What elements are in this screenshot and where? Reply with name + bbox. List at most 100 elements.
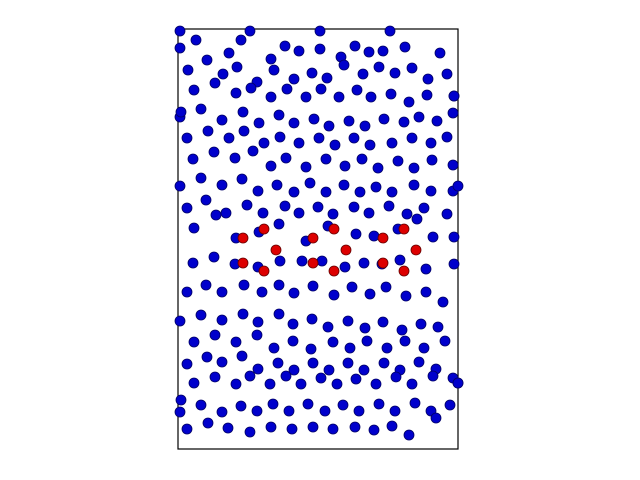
red-point-6 — [328, 223, 340, 235]
blue-point-121 — [363, 207, 375, 219]
blue-point-246 — [265, 421, 277, 433]
blue-point-51 — [216, 114, 228, 126]
blue-point-66 — [202, 125, 214, 137]
blue-point-62 — [413, 111, 425, 123]
blue-point-27 — [338, 59, 350, 71]
blue-point-239 — [409, 397, 421, 409]
blue-point-218 — [315, 372, 327, 384]
blue-point-163 — [380, 281, 392, 293]
blue-point-120 — [348, 201, 360, 213]
blue-point-171 — [252, 316, 264, 328]
blue-point-236 — [353, 405, 365, 417]
red-point-10 — [377, 232, 389, 244]
blue-point-44 — [365, 91, 377, 103]
blue-point-63 — [431, 115, 443, 127]
blue-point-147 — [358, 257, 370, 269]
blue-point-205 — [342, 357, 354, 369]
blue-point-170 — [237, 308, 249, 320]
blue-point-100 — [271, 179, 283, 191]
blue-point-85 — [280, 152, 292, 164]
blue-point-194 — [418, 342, 430, 354]
blue-point-40 — [300, 91, 312, 103]
blue-point-175 — [322, 321, 334, 333]
red-point-1 — [258, 223, 270, 235]
blue-point-9 — [279, 40, 291, 52]
blue-point-24 — [288, 73, 300, 85]
blue-point-81 — [208, 146, 220, 158]
blue-point-107 — [386, 186, 398, 198]
blue-point-165 — [420, 286, 432, 298]
blue-point-64 — [447, 107, 459, 119]
blue-point-252 — [386, 420, 398, 432]
blue-point-260 — [452, 377, 464, 389]
blue-point-105 — [354, 186, 366, 198]
blue-point-232 — [283, 405, 295, 417]
blue-point-228 — [216, 406, 228, 418]
blue-point-212 — [209, 371, 221, 383]
blue-point-118 — [312, 201, 324, 213]
blue-point-119 — [327, 208, 339, 220]
blue-point-54 — [273, 109, 285, 121]
blue-point-181 — [432, 321, 444, 333]
blue-point-31 — [406, 62, 418, 74]
blue-point-190 — [344, 342, 356, 354]
blue-point-164 — [400, 290, 412, 302]
blue-point-96 — [195, 172, 207, 184]
blue-point-139 — [187, 257, 199, 269]
blue-point-114 — [241, 199, 253, 211]
red-point-2 — [270, 244, 282, 256]
blue-point-125 — [441, 208, 453, 220]
blue-point-35 — [209, 77, 221, 89]
blue-point-215 — [264, 378, 276, 390]
blue-point-169 — [216, 314, 228, 326]
blue-point-134 — [368, 230, 380, 242]
blue-point-95 — [174, 180, 186, 192]
blue-point-94 — [447, 159, 459, 171]
blue-point-173 — [287, 318, 299, 330]
blue-point-138 — [448, 231, 460, 243]
blue-point-126 — [188, 222, 200, 234]
blue-point-176 — [342, 315, 354, 327]
blue-point-254 — [430, 412, 442, 424]
blue-point-242 — [181, 423, 193, 435]
blue-point-195 — [439, 335, 451, 347]
blue-point-75 — [364, 139, 376, 151]
blue-point-69 — [258, 137, 270, 149]
blue-point-201 — [272, 357, 284, 369]
blue-point-238 — [389, 405, 401, 417]
blue-point-197 — [201, 351, 213, 363]
blue-point-71 — [293, 137, 305, 149]
blue-point-104 — [338, 179, 350, 191]
blue-point-146 — [339, 261, 351, 273]
blue-point-97 — [216, 179, 228, 191]
blue-point-113 — [220, 207, 232, 219]
blue-point-1 — [244, 25, 256, 37]
blue-point-56 — [308, 113, 320, 125]
blue-point-213 — [230, 378, 242, 390]
red-point-7 — [340, 244, 352, 256]
red-point-11 — [398, 223, 410, 235]
blue-point-226 — [174, 406, 186, 418]
blue-point-189 — [327, 336, 339, 348]
blue-point-4 — [174, 42, 186, 54]
blue-point-151 — [448, 258, 460, 270]
blue-point-79 — [441, 131, 453, 143]
blue-point-150 — [420, 263, 432, 275]
blue-point-214 — [244, 370, 256, 382]
blue-point-116 — [279, 200, 291, 212]
blue-point-202 — [288, 364, 300, 376]
blue-point-83 — [247, 145, 259, 157]
blue-point-211 — [188, 377, 200, 389]
blue-point-112 — [200, 194, 212, 206]
blue-point-117 — [293, 207, 305, 219]
blue-point-111 — [181, 202, 193, 214]
blue-point-45 — [385, 88, 397, 100]
blue-point-73 — [329, 139, 341, 151]
blue-point-231 — [267, 398, 279, 410]
blue-point-91 — [392, 155, 404, 167]
blue-point-76 — [386, 137, 398, 149]
blue-point-15 — [377, 45, 389, 57]
blue-point-122 — [383, 200, 395, 212]
blue-point-241 — [444, 399, 456, 411]
blue-point-158 — [288, 287, 300, 299]
